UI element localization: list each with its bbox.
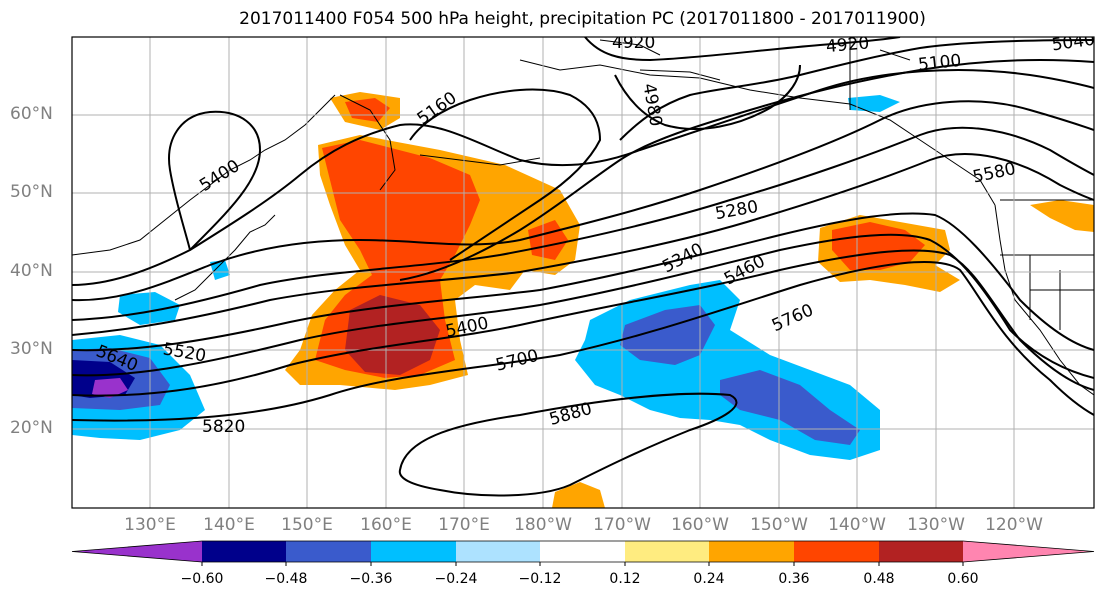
- colorbar-tick-label: −0.60: [180, 571, 224, 587]
- precip-negative-japan: [118, 292, 180, 325]
- precip-positive-east-core: [832, 222, 925, 270]
- lon-label: 180°W: [514, 515, 572, 535]
- contour-5340: [168, 110, 262, 251]
- lat-label: 20°N: [10, 418, 53, 438]
- contour-label: 5100: [917, 51, 962, 75]
- contour-5580: [72, 153, 1094, 336]
- contour-5880: [398, 392, 738, 497]
- lon-label: 150°E: [281, 515, 333, 535]
- contour-5280: [399, 59, 1094, 281]
- us-states-borders: [1000, 254, 1094, 330]
- aleutians-coastline: [419, 154, 541, 166]
- lat-label: 50°N: [10, 182, 53, 202]
- kamchatka-coastline: [339, 94, 396, 191]
- contour-5400: [72, 69, 1094, 286]
- colorbar-segment: [72, 541, 202, 562]
- contour-label: 5820: [202, 417, 245, 437]
- contour-label: 5460: [721, 251, 769, 289]
- colorbar-segment: [963, 541, 1094, 562]
- lon-label: 170°W: [593, 515, 651, 535]
- contour-label: 5580: [971, 159, 1017, 188]
- lon-label: 160°E: [360, 515, 412, 535]
- contour-5460: [72, 100, 1094, 302]
- contour-4980: [614, 64, 801, 130]
- contour-label: 4920: [825, 33, 870, 57]
- lon-label: 130°W: [907, 515, 965, 535]
- contour-5160: [409, 88, 602, 261]
- colorbar-segment: [371, 541, 456, 562]
- precip-positive-south: [552, 482, 605, 508]
- map-frame: [71, 36, 1095, 509]
- lon-label: 150°W: [750, 515, 808, 535]
- lat-label: 30°N: [10, 339, 53, 359]
- contour-label: 5400: [196, 156, 243, 196]
- contour-label: 4920: [612, 33, 655, 53]
- colorbar-segment: [879, 541, 963, 562]
- figure-title: 2017011400 F054 500 hPa height, precipit…: [239, 9, 926, 29]
- colorbar-tick-label: −0.36: [349, 571, 393, 587]
- lat-label: 40°N: [10, 261, 53, 281]
- contour-label: 5040: [1051, 30, 1097, 56]
- lon-label: 170°E: [438, 515, 490, 535]
- precip-negative-west-peak: [92, 378, 128, 398]
- colorbar-segment: [202, 541, 286, 562]
- coastline-layer: [72, 37, 1094, 396]
- colorbar: [71, 540, 1095, 566]
- colorbar-tick-label: −0.12: [518, 571, 562, 587]
- asia-coastline: [72, 94, 336, 256]
- colorbar-tick-label: 0.24: [693, 571, 725, 587]
- height-contours: [72, 37, 1094, 497]
- colorbar-tick-label: 0.60: [947, 571, 979, 587]
- lon-label: 130°E: [124, 515, 176, 535]
- colorbar-segment: [456, 541, 540, 562]
- contour-4920: [584, 37, 901, 62]
- contour-5100: [619, 39, 1094, 141]
- colorbar-segment: [794, 541, 879, 562]
- contour-5700: [72, 233, 1094, 379]
- contour-5760: [72, 249, 1094, 397]
- north-america-coastline: [994, 204, 1094, 396]
- korea-japan-coastline: [174, 214, 276, 301]
- colorbar-tick-label: −0.48: [264, 571, 308, 587]
- contour-5820: [72, 261, 1094, 422]
- colorbar-segment: [709, 541, 794, 562]
- precip-positive-coast: [1030, 200, 1094, 232]
- arctic-islands: [599, 39, 911, 81]
- precip-positive-peak: [345, 295, 440, 375]
- colorbar-segment: [540, 541, 625, 562]
- contour-label: 5760: [769, 300, 817, 336]
- precip-negative-core2: [720, 370, 860, 445]
- contour-label: 5160: [414, 88, 461, 129]
- precip-negative-small: [210, 260, 230, 280]
- lon-label: 120°W: [985, 515, 1043, 535]
- colorbar-tick-label: 0.36: [778, 571, 810, 587]
- lat-label: 60°N: [10, 104, 53, 124]
- colorbar-tick-label: 0.12: [609, 571, 641, 587]
- lon-label: 160°W: [671, 515, 729, 535]
- alaska-coastline: [519, 59, 996, 206]
- precip-positive-north-core: [345, 98, 390, 122]
- contour-label: 5880: [547, 399, 594, 430]
- colorbar-tick-label: −0.24: [434, 571, 478, 587]
- lon-label: 140°E: [203, 515, 255, 535]
- colorbar-segment: [625, 541, 709, 562]
- gridlines: [72, 37, 1094, 508]
- colorbar-tick-label: 0.48: [863, 571, 895, 587]
- contour-5640: [72, 212, 1094, 352]
- precip-negative-north: [848, 95, 900, 112]
- lon-label: 140°W: [828, 515, 886, 535]
- colorbar-segment: [286, 541, 371, 562]
- map-area: 4920 4980 4920 5040 5100 5160 5400 5580 …: [72, 30, 1097, 508]
- contour-5520: [72, 126, 1094, 321]
